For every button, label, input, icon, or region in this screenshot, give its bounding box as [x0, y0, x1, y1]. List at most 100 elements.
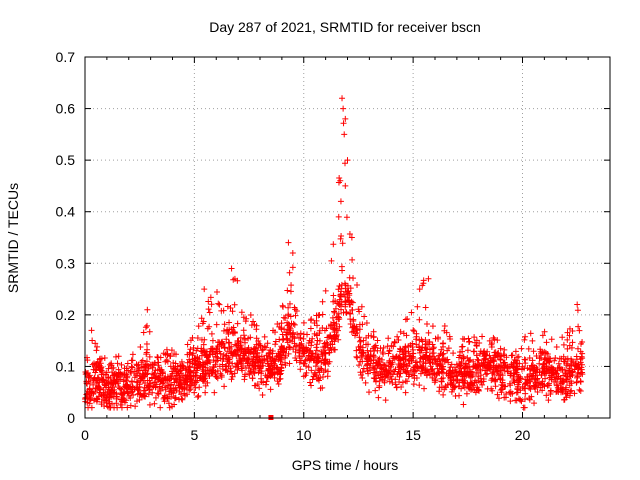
data-point	[186, 351, 193, 358]
data-point	[108, 387, 115, 394]
data-point	[466, 385, 473, 392]
data-point	[562, 356, 569, 363]
data-point	[557, 375, 564, 382]
data-point	[167, 384, 174, 391]
data-point	[326, 358, 333, 365]
data-point	[268, 372, 275, 379]
data-point	[257, 342, 264, 349]
data-point	[483, 371, 490, 378]
data-point	[327, 323, 334, 330]
x-tick-label: 10	[296, 427, 312, 443]
data-point	[173, 377, 180, 384]
data-point	[413, 333, 420, 340]
data-point	[530, 348, 537, 355]
data-point	[447, 364, 454, 371]
data-point	[191, 355, 198, 362]
data-point	[223, 336, 230, 343]
data-point	[200, 378, 207, 385]
data-point	[410, 381, 417, 388]
data-point	[315, 375, 322, 382]
data-point	[491, 364, 498, 371]
data-point	[434, 356, 441, 363]
data-point	[200, 347, 207, 354]
data-point	[214, 367, 221, 374]
data-point	[253, 335, 260, 342]
data-point	[353, 353, 360, 360]
data-point	[540, 361, 547, 368]
data-point	[410, 355, 417, 362]
data-point	[96, 389, 103, 396]
data-point	[314, 358, 321, 365]
data-point	[134, 362, 140, 369]
data-point	[347, 310, 354, 317]
data-point	[199, 359, 206, 366]
data-point	[228, 326, 235, 333]
data-point	[94, 343, 101, 350]
y-tick-label: 0.7	[56, 49, 76, 65]
data-point	[554, 388, 561, 395]
data-point	[133, 398, 140, 405]
data-point	[176, 373, 183, 380]
data-point	[533, 376, 540, 383]
data-point	[349, 299, 356, 306]
data-point	[308, 356, 315, 363]
data-point	[82, 394, 89, 401]
data-point	[459, 343, 466, 350]
data-point	[264, 340, 271, 347]
data-point	[330, 241, 337, 248]
data-point	[274, 321, 281, 328]
data-point	[300, 319, 307, 326]
data-point	[83, 391, 90, 398]
data-point	[343, 214, 350, 221]
data-point	[375, 394, 382, 401]
data-point	[547, 388, 554, 395]
data-point	[381, 362, 388, 369]
data-point	[385, 350, 392, 357]
data-point	[291, 304, 298, 311]
data-point	[151, 370, 158, 377]
data-point	[321, 359, 328, 366]
data-point-outlier	[340, 105, 347, 112]
data-point	[532, 385, 539, 392]
data-point	[358, 372, 365, 379]
data-point	[358, 303, 365, 310]
data-point	[178, 391, 184, 398]
data-point	[401, 361, 408, 368]
data-point	[422, 344, 429, 351]
data-point	[441, 327, 448, 334]
data-point	[198, 336, 205, 343]
data-point	[496, 363, 503, 370]
data-point	[170, 359, 177, 366]
data-point	[449, 367, 456, 374]
data-point	[331, 308, 338, 315]
data-point	[217, 370, 224, 377]
data-point	[396, 362, 403, 369]
data-point	[101, 396, 108, 403]
data-point	[426, 358, 433, 365]
data-point	[528, 393, 535, 400]
data-point	[192, 384, 199, 391]
data-point	[88, 404, 95, 411]
data-point	[155, 362, 162, 369]
data-point	[510, 364, 517, 371]
data-point	[199, 377, 206, 384]
data-point	[400, 330, 407, 337]
data-point	[296, 334, 303, 341]
data-point	[136, 390, 143, 397]
data-point	[120, 389, 127, 396]
data-point	[251, 348, 258, 355]
data-point	[292, 342, 299, 349]
data-point	[289, 264, 296, 271]
data-point	[525, 345, 532, 352]
data-point	[163, 357, 170, 364]
data-point	[245, 365, 252, 372]
data-point	[112, 379, 119, 386]
data-point	[499, 385, 506, 392]
data-point	[235, 351, 242, 358]
data-point	[476, 361, 483, 368]
data-point	[197, 373, 204, 380]
data-point	[496, 353, 503, 360]
data-point	[471, 363, 478, 370]
data-point	[117, 385, 124, 392]
data-point	[160, 379, 167, 386]
